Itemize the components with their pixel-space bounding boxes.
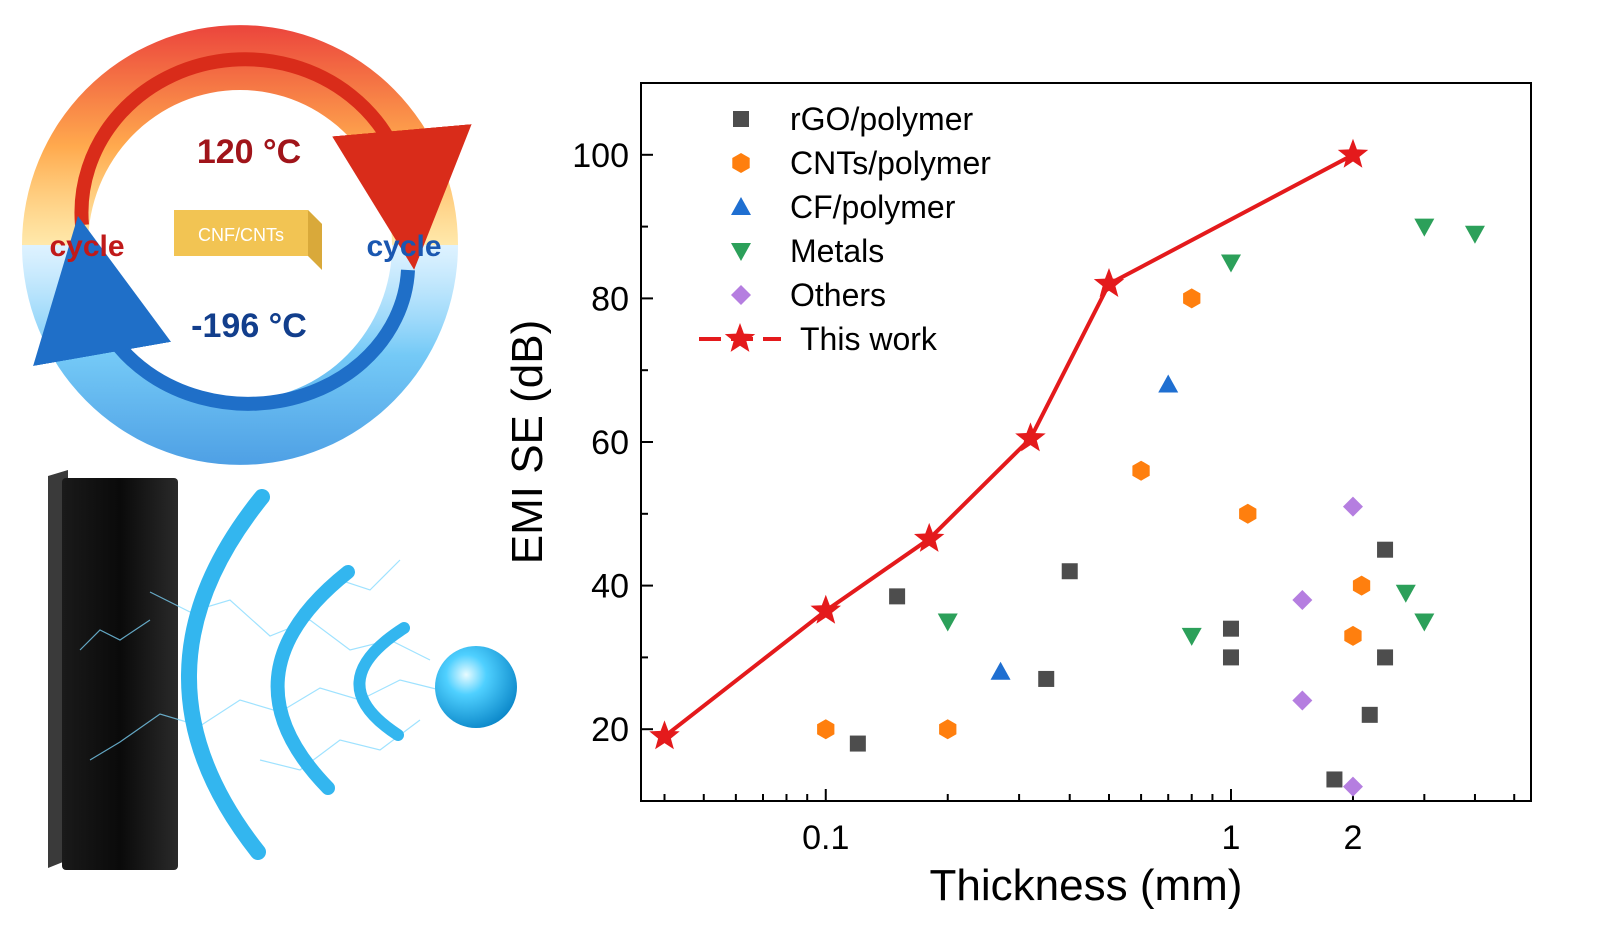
point-this-work [810,594,841,624]
point-this-work [914,522,945,552]
sample-block-icon [174,210,322,270]
point-metals [1395,584,1416,603]
point-rgo-polymer [1038,670,1055,687]
legend-marker-this-work [724,323,756,352]
point-cf-polymer [1158,374,1179,393]
point-this-work [1337,138,1369,168]
signal-wave-icon-small [353,622,410,741]
point-cnts-polymer [1183,288,1201,309]
legend-label-this-work: This work [800,321,938,357]
y-tick-label: 60 [591,424,629,462]
emi-se-chart: 20 40 60 80 100 0.1 1 2 rGO/polymer CNTs/polyme… [503,82,1532,910]
shield-panel-icon [48,470,178,870]
legend-marker-others [731,285,751,305]
point-rgo-polymer [1377,541,1394,558]
legend-label-others: Others [790,277,886,313]
sample-label: CNF/CNTs [198,225,284,245]
legend-marker-cf-polymer [731,197,751,215]
point-metals [1220,254,1241,273]
point-rgo-polymer [849,735,866,752]
point-this-work [1015,422,1046,452]
point-this-work [649,720,680,750]
legend: rGO/polymer CNTs/polymer CF/polymer Metals O… [699,101,991,357]
emi-shielding-illustration [48,470,517,870]
thermal-cycle-illustration: CNF/CNTs 120 °C -196 °C cycle cycle [22,25,472,465]
point-cnts-polymer [1239,503,1257,524]
legend-marker-rgo-polymer [733,111,749,127]
point-rgo-polymer [889,588,906,605]
point-others [1342,496,1363,517]
y-tick-label: 40 [591,568,629,606]
point-metals [1464,225,1485,244]
point-others [1342,776,1363,797]
y-axis: 20 40 60 80 100 [572,82,653,802]
legend-marker-cnts-polymer [732,153,750,173]
cold-temperature-label: -196 °C [191,307,307,345]
data-marks [649,138,1485,797]
point-metals [1414,218,1435,237]
x-tick-label: 2 [1344,819,1363,857]
y-tick-label: 80 [591,280,629,318]
point-metals [937,613,958,632]
legend-label-cf-polymer: CF/polymer [790,189,956,225]
x-axis: 0.1 1 2 [663,789,1516,857]
point-rgo-polymer [1326,771,1343,788]
legend-label-cnts-polymer: CNTs/polymer [790,145,991,181]
y-axis-label: EMI SE (dB) [503,320,552,565]
x-tick-label: 1 [1222,819,1241,857]
cold-cycle-arrow [33,216,415,411]
point-cnts-polymer [1344,625,1362,646]
cycle-label-right: cycle [366,230,441,263]
x-tick-label: 0.1 [802,819,849,857]
signal-wave-icon-large [181,489,270,860]
point-others [1292,690,1313,711]
point-cnts-polymer [939,719,957,740]
point-metals [1181,627,1202,646]
point-rgo-polymer [1377,649,1394,666]
plot-frame [640,82,1532,802]
legend-label-metals: Metals [790,233,884,269]
point-cnts-polymer [1352,575,1371,596]
point-rgo-polymer [1361,706,1378,723]
point-rgo-polymer [1222,649,1239,666]
point-others [1292,589,1313,610]
point-rgo-polymer [1222,620,1239,637]
point-cnts-polymer [1132,460,1150,481]
cycle-label-left: cycle [49,230,124,263]
series-line-this-work [663,153,1354,738]
point-cnts-polymer [817,719,835,740]
point-this-work [1093,268,1125,297]
signal-wave-icon-medium [270,565,355,795]
point-metals [1414,613,1435,632]
hot-halo [22,25,458,245]
hot-cycle-arrow [74,52,472,270]
hot-temperature-label: 120 °C [197,133,301,171]
legend-marker-metals [731,243,751,261]
cold-halo [22,245,458,465]
x-axis-label: Thickness (mm) [930,861,1243,910]
emitter-sphere-icon [435,646,517,728]
y-tick-label: 20 [591,711,629,749]
point-cf-polymer [990,661,1011,680]
y-tick-label: 100 [572,137,629,175]
legend-label-rgo-polymer: rGO/polymer [790,101,973,137]
point-rgo-polymer [1061,563,1078,580]
